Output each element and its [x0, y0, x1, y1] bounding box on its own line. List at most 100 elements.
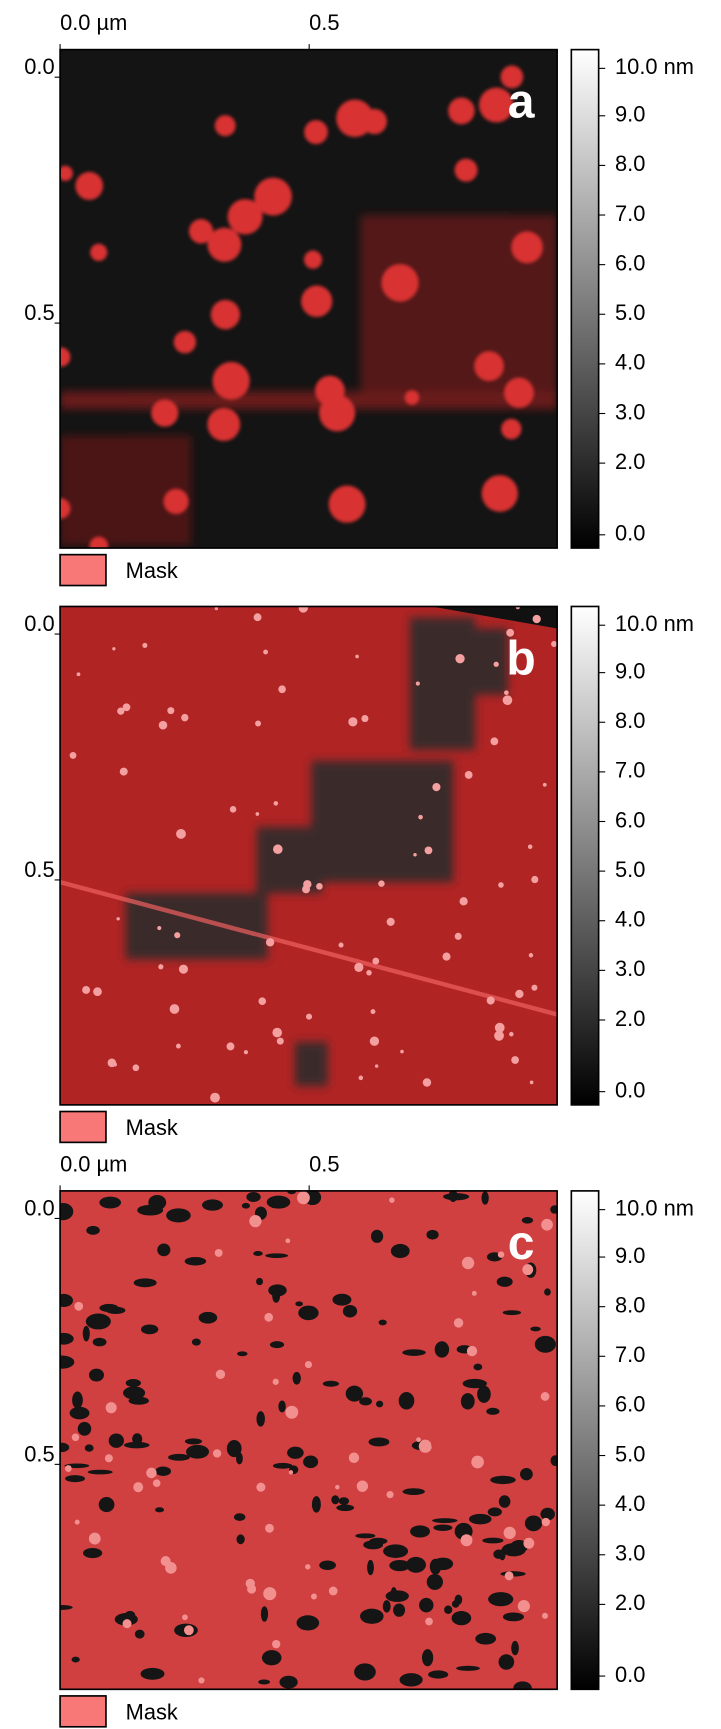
dot: [490, 737, 498, 745]
colorbar-label: 0.0: [615, 1662, 645, 1687]
dot: [354, 963, 363, 972]
colorbar-label: 9.0: [615, 1243, 645, 1268]
hole: [99, 1497, 115, 1512]
bright: [184, 1625, 194, 1635]
y-axis-label: 0.5: [24, 1441, 54, 1466]
blob: [89, 537, 108, 556]
bright: [106, 1402, 117, 1413]
blob: [207, 408, 240, 441]
afm-image: [50, 50, 557, 556]
colorbar-label: 5.0: [615, 857, 645, 882]
legend-label: Mask: [126, 558, 178, 583]
dot: [117, 708, 124, 715]
hole: [199, 1312, 218, 1324]
dark-region: [311, 761, 453, 882]
dot: [254, 613, 262, 621]
hole: [53, 1443, 69, 1453]
blob: [301, 286, 332, 317]
dot: [278, 685, 286, 693]
hole: [463, 1379, 487, 1388]
hole: [486, 1408, 499, 1415]
bright: [265, 1524, 274, 1533]
x-axis-label: 0.0 µm: [60, 10, 127, 35]
bright: [541, 1219, 553, 1231]
colorbar: [571, 50, 598, 548]
afm-image: [60, 603, 557, 1105]
dot: [93, 987, 102, 996]
colorbar-label: 10.0 nm: [615, 54, 694, 79]
dot: [263, 650, 268, 655]
hole: [70, 1407, 90, 1420]
blob: [336, 99, 373, 137]
hole: [452, 1611, 472, 1625]
bright: [153, 1479, 161, 1487]
dot: [179, 965, 188, 974]
dark-region: [295, 1042, 328, 1086]
hole: [323, 1381, 339, 1387]
hole: [432, 1518, 457, 1523]
hole: [497, 1277, 513, 1287]
hole: [279, 1676, 297, 1689]
dot: [465, 771, 473, 779]
hole: [78, 1422, 91, 1436]
hole: [393, 1603, 405, 1616]
bright: [541, 1392, 550, 1401]
bright: [273, 1379, 279, 1385]
dot: [400, 1050, 404, 1054]
y-axis-label: 0.5: [24, 857, 54, 882]
legend-swatch: [60, 1696, 106, 1727]
hole: [379, 1320, 387, 1326]
hole: [99, 1304, 118, 1312]
bright: [165, 1562, 177, 1574]
dot: [375, 1064, 378, 1067]
bright: [498, 1251, 504, 1257]
dot: [273, 844, 283, 854]
hole: [499, 1495, 511, 1508]
hole: [389, 1560, 410, 1571]
colorbar: [571, 606, 598, 1104]
blob: [254, 178, 292, 216]
hole: [339, 1497, 349, 1505]
hole: [376, 1401, 383, 1408]
hole: [265, 1253, 288, 1258]
bright: [105, 1454, 113, 1462]
hole: [168, 1454, 190, 1461]
hole: [272, 1290, 280, 1303]
colorbar: [571, 1191, 598, 1689]
hole: [544, 1288, 551, 1295]
hole: [54, 1294, 73, 1307]
hole: [166, 1208, 191, 1222]
dot: [116, 917, 119, 920]
dot: [272, 1028, 282, 1038]
colorbar-label: 9.0: [615, 102, 645, 127]
hole: [488, 1592, 513, 1606]
colorbar-label: 7.0: [615, 758, 645, 783]
hole: [461, 1393, 475, 1409]
bright: [349, 1453, 359, 1463]
hole: [455, 1595, 463, 1605]
colorbar-label: 2.0: [615, 1590, 645, 1615]
hole: [125, 1611, 136, 1620]
hole: [134, 1278, 157, 1287]
dot: [378, 880, 384, 886]
bright: [263, 1587, 276, 1600]
hole: [186, 1445, 209, 1459]
hole: [360, 1609, 384, 1624]
hole: [520, 1468, 533, 1480]
colorbar-label: 3.0: [615, 399, 645, 424]
bright: [146, 1468, 156, 1479]
hole: [123, 1386, 145, 1399]
bright: [335, 1485, 339, 1490]
dot: [112, 647, 115, 650]
hole: [426, 1230, 438, 1240]
y-axis-label: 0.0: [24, 54, 54, 79]
colorbar-label: 6.0: [615, 250, 645, 275]
bright: [472, 1291, 477, 1296]
hole: [86, 1226, 100, 1235]
dot: [170, 1004, 180, 1014]
hole: [503, 1612, 524, 1621]
hole: [435, 1341, 449, 1357]
blob: [319, 395, 355, 431]
dot: [442, 953, 450, 961]
